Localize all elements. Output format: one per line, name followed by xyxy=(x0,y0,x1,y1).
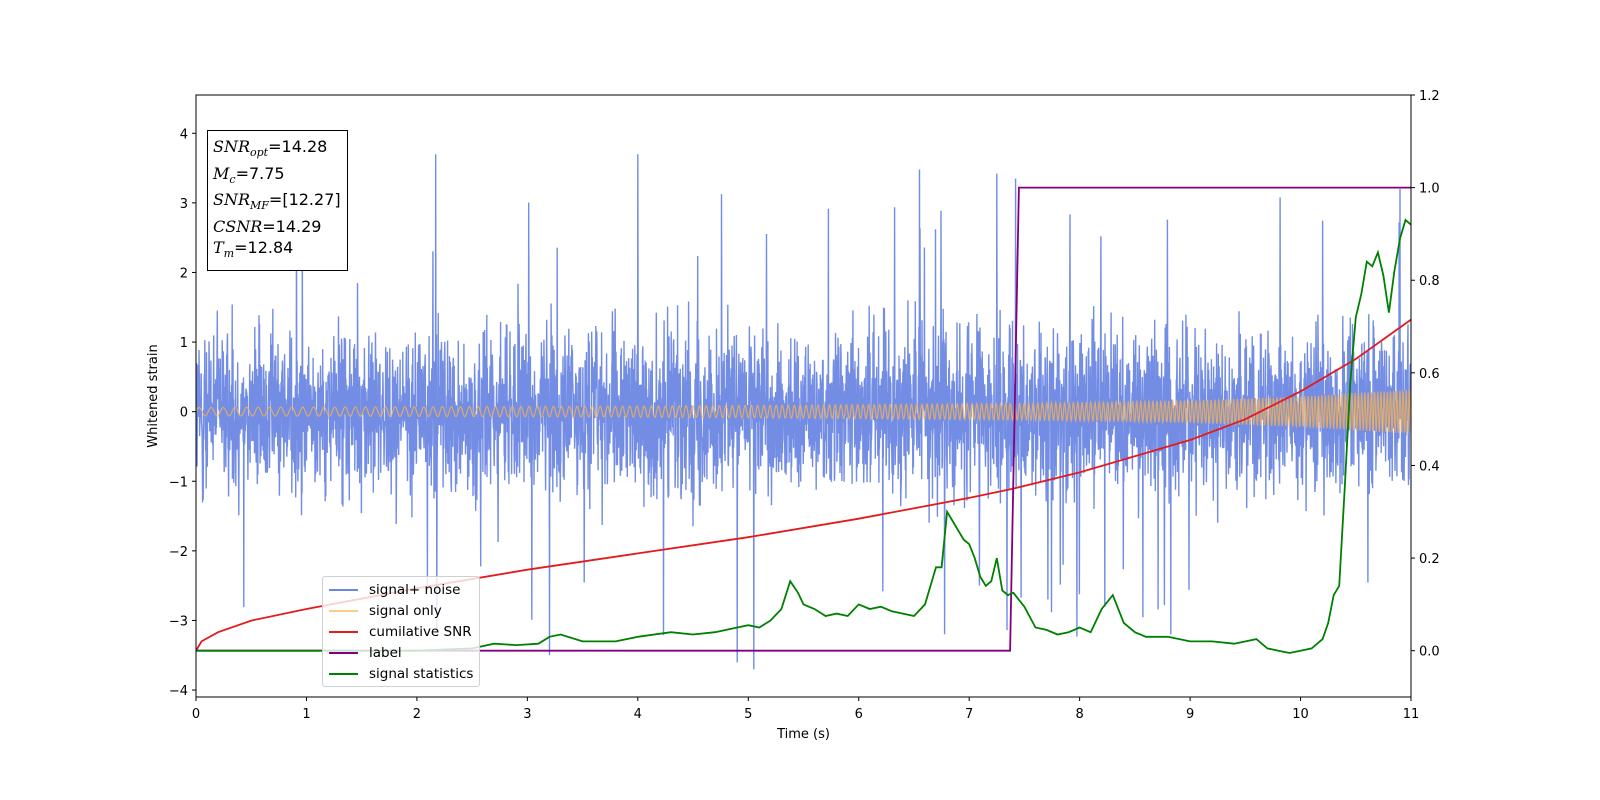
x-tick-label: 7 xyxy=(965,707,973,722)
y-axis-label: Whitened strain xyxy=(146,344,161,447)
series-signal-statistics xyxy=(196,218,1411,654)
legend-swatch-signal-noise xyxy=(329,589,358,592)
y-left-tick-label: 2 xyxy=(180,266,188,281)
csnr-value: =14.29 xyxy=(262,217,322,237)
x-tick-label: 10 xyxy=(1292,707,1309,722)
legend-label-label: label xyxy=(369,644,402,661)
tm-value: =12.84 xyxy=(234,237,294,257)
tm-symbol: T xyxy=(213,237,224,257)
series-signal-noise xyxy=(196,154,1411,670)
x-tick-label: 1 xyxy=(302,707,310,722)
tm-subscript: m xyxy=(223,246,235,260)
x-tick-label: 5 xyxy=(744,707,752,722)
y-left-tick-label: 3 xyxy=(180,197,188,212)
series-cumilative-snr xyxy=(196,318,1411,652)
info-box: SNRopt=14.28 Mc=7.75 SNRMF=[12.27] CSNR=… xyxy=(207,130,348,272)
snr-mf-subscript: MF xyxy=(250,199,269,213)
x-tick-label: 0 xyxy=(192,707,200,722)
legend-label-signal-statistics: signal statistics xyxy=(369,665,474,682)
legend-swatch-signal-only xyxy=(329,610,358,613)
info-csnr: CSNR=14.29 xyxy=(213,217,341,238)
y-left-tick-label: −2 xyxy=(169,545,188,560)
mc-subscript: c xyxy=(229,172,236,186)
legend-swatch-signal-statistics xyxy=(329,672,358,675)
snr-mf-symbol: SNR xyxy=(213,190,251,210)
y-axis-right: 0.0 0.2 0.4 0.6 0.8 1.0 1.2 xyxy=(1411,89,1440,660)
y-left-tick-label: −3 xyxy=(169,614,188,629)
info-tm: Tm=12.84 xyxy=(213,238,341,265)
legend-swatch-label xyxy=(329,651,358,654)
series-layer xyxy=(196,154,1411,670)
x-tick-label: 9 xyxy=(1186,707,1194,722)
legend-label-signal-only: signal only xyxy=(369,603,442,620)
snr-opt-symbol: SNR xyxy=(213,137,251,156)
series-label xyxy=(196,186,1411,652)
x-tick-label: 3 xyxy=(523,707,531,722)
info-mc: Mc=7.75 xyxy=(213,164,341,191)
snr-opt-subscript: opt xyxy=(250,146,269,160)
mc-symbol: M xyxy=(213,163,230,183)
y-left-tick-label: 0 xyxy=(180,406,188,421)
y-right-tick-label: 1.2 xyxy=(1419,89,1440,104)
info-snr-opt: SNRopt=14.28 xyxy=(213,137,341,164)
legend-item-signal-statistics: signal statistics xyxy=(329,663,473,684)
legend-label-signal-noise: signal+ noise xyxy=(369,582,461,599)
legend-item-signal-only: signal only xyxy=(329,601,473,622)
y-right-tick-label: 0.4 xyxy=(1419,459,1440,474)
y-right-tick-label: 0.8 xyxy=(1419,274,1440,289)
x-tick-label: 11 xyxy=(1403,707,1420,722)
x-tick-label: 8 xyxy=(1075,707,1083,722)
legend-item-label: label xyxy=(329,642,473,663)
legend-item-signal-noise: signal+ noise xyxy=(329,580,473,601)
y-left-tick-label: 1 xyxy=(180,336,188,351)
legend-item-cumilative-snr: cumilative SNR xyxy=(329,622,473,643)
x-axis-label: Time (s) xyxy=(776,727,830,742)
x-axis: 0 1 2 3 4 5 6 7 8 9 10 11 xyxy=(192,697,1419,722)
legend-swatch-cumilative-snr xyxy=(329,630,358,633)
y-axis-left: −4 −3 −2 −1 0 1 2 3 4 xyxy=(169,127,196,699)
y-left-tick-label: 4 xyxy=(180,127,188,142)
series-signal-only xyxy=(196,389,1411,434)
info-snr-mf: SNRMF=[12.27] xyxy=(213,190,341,217)
snr-mf-value: =[12.27] xyxy=(268,190,341,210)
y-right-tick-label: 0.0 xyxy=(1419,645,1440,660)
plot-frame xyxy=(195,94,1412,698)
y-left-tick-label: −4 xyxy=(169,684,188,699)
y-right-tick-label: 0.2 xyxy=(1419,552,1440,567)
legend: signal+ noise signal only cumilative SNR… xyxy=(322,576,481,687)
legend-label-cumilative-snr: cumilative SNR xyxy=(369,623,472,640)
x-tick-label: 2 xyxy=(413,707,421,722)
y-right-tick-label: 0.6 xyxy=(1419,367,1440,382)
csnr-symbol: CSNR xyxy=(213,217,263,237)
snr-opt-value: =14.28 xyxy=(268,137,328,156)
x-tick-label: 6 xyxy=(855,707,863,722)
y-right-tick-label: 1.0 xyxy=(1419,182,1440,197)
mc-value: =7.75 xyxy=(235,163,285,183)
y-left-tick-label: −1 xyxy=(169,475,188,490)
x-tick-label: 4 xyxy=(634,707,642,722)
